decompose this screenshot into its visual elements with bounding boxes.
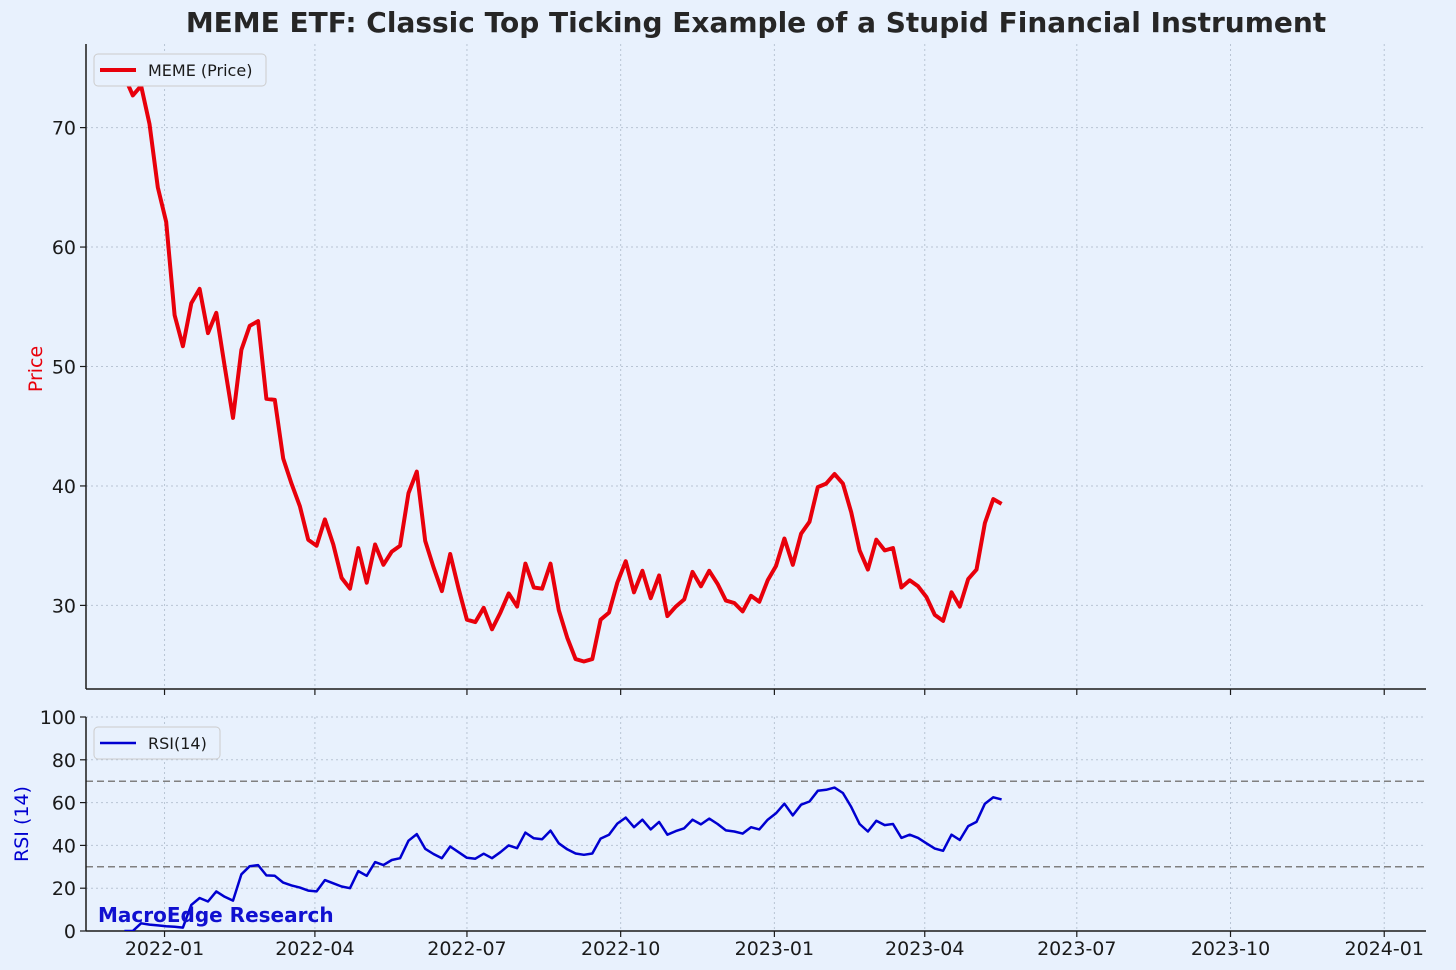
rsi-grid [86,716,1426,932]
rsi-reference-lines [86,780,1426,868]
rsi-legend: RSI(14) [93,726,221,760]
x-tick-label: 2023-10 [1191,938,1270,960]
y-tick-label: 80 [52,750,76,772]
y-tick-label: 40 [52,476,76,498]
price-legend: MEME (Price) [93,53,267,87]
y-tick-label: 60 [52,237,76,259]
y-tick-label: 40 [52,835,76,857]
x-tick-label: 2022-04 [275,938,354,960]
x-tick-label: 2022-10 [581,938,660,960]
price-axis-label: Price [25,346,47,392]
y-tick-label: 20 [52,878,76,900]
legend-label: RSI(14) [148,734,207,753]
legend-box [93,53,267,87]
price-panel: 30 40 50 60 70 MEME (Price) [52,44,1426,695]
y-tick-label: 30 [52,595,76,617]
rsi-panel: 2022-01 2022-04 2022-07 2022-10 2023-01 2023-… [40,707,1426,960]
y-tick-label: 50 [52,357,76,379]
x-tick-label: 2022-07 [427,938,506,960]
price-lines [122,75,1003,664]
legend-box [93,726,221,760]
x-tick-label: 2023-04 [885,938,964,960]
rsi-axes: 2022-01 2022-04 2022-07 2022-10 2023-01 2023-… [40,707,1426,960]
series-line [122,75,1003,664]
x-tick-label: 2024-01 [1345,938,1424,960]
x-tick-label: 2023-01 [735,938,814,960]
rsi-lines [124,786,1002,931]
chart-title: MEME ETF: Classic Top Ticking Example of… [186,6,1326,39]
y-tick-label: 100 [40,707,76,729]
x-tick-label: 2022-01 [125,938,204,960]
price-grid [86,44,1426,689]
x-tick-label: 2023-07 [1037,938,1116,960]
legend-label: MEME (Price) [148,61,252,80]
watermark-text: MacroEdge Research [98,903,334,927]
y-tick-label: 60 [52,793,76,815]
y-tick-label: 70 [52,118,76,140]
series-line [124,786,1002,931]
rsi-axis-label: RSI (14) [11,786,33,862]
price-axes: 30 40 50 60 70 [52,44,1426,695]
y-tick-label: 0 [64,921,76,943]
